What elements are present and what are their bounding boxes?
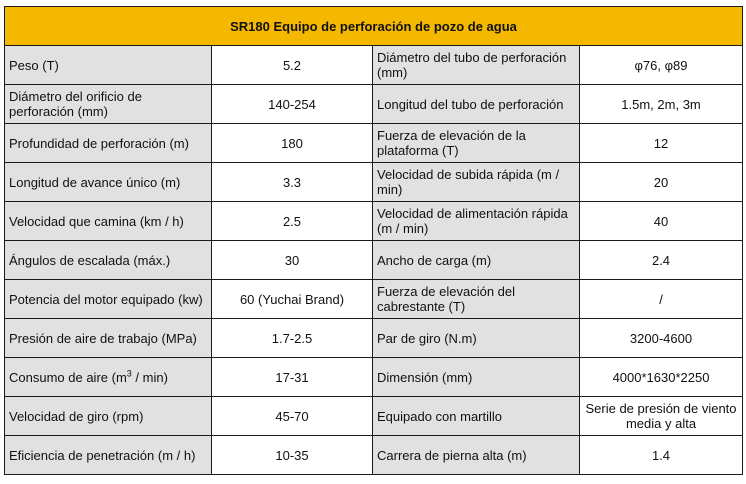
- spec-label: Equipado con martillo: [372, 396, 580, 436]
- spec-label: Longitud del tubo de perforación: [372, 84, 580, 124]
- table-row: Diámetro del orificio de perforación (mm…: [4, 84, 744, 124]
- spec-value: 5.2: [211, 45, 373, 85]
- spec-value: 2.5: [211, 201, 373, 241]
- table-row: Ángulos de escalada (máx.) 30 Ancho de c…: [4, 240, 744, 280]
- spec-value: 3.3: [211, 162, 373, 202]
- spec-value: 10-35: [211, 435, 373, 475]
- table-row: Longitud de avance único (m) 3.3 Velocid…: [4, 162, 744, 202]
- spec-value: 60 (Yuchai Brand): [211, 279, 373, 319]
- spec-label: Velocidad de alimentación rápida (m / mi…: [372, 201, 580, 241]
- spec-label: Carrera de pierna alta (m): [372, 435, 580, 475]
- spec-label: Velocidad que camina (km / h): [4, 201, 212, 241]
- spec-value: 1.5m, 2m, 3m: [578, 84, 744, 124]
- spec-value: 30: [211, 240, 373, 280]
- spec-value: 40: [578, 201, 744, 241]
- spec-label: Fuerza de elevación del cabrestante (T): [372, 279, 580, 319]
- spec-label-text: / min): [131, 369, 168, 385]
- spec-value: 2.4: [578, 240, 744, 280]
- spec-value: 1.4: [578, 435, 744, 475]
- table-row: Velocidad de giro (rpm) 45-70 Equipado c…: [4, 396, 744, 436]
- table-row: Peso (T) 5.2 Diámetro del tubo de perfor…: [4, 45, 744, 85]
- spec-value: φ76, φ89: [578, 45, 744, 85]
- spec-value: 180: [211, 123, 373, 163]
- spec-label: Potencia del motor equipado (kw): [4, 279, 212, 319]
- spec-value: 20: [578, 162, 744, 202]
- spec-label: Peso (T): [4, 45, 212, 85]
- table-row: Eficiencia de penetración (m / h) 10-35 …: [4, 435, 744, 475]
- table-row: Velocidad que camina (km / h) 2.5 Veloci…: [4, 201, 744, 241]
- spec-label: Fuerza de elevación de la plataforma (T): [372, 123, 580, 163]
- superscript: 3: [126, 368, 132, 379]
- spec-value: Serie de presión de viento media y alta: [578, 396, 744, 436]
- spec-value: 1.7-2.5: [211, 318, 373, 358]
- spec-label: Velocidad de giro (rpm): [4, 396, 212, 436]
- spec-value: 140-254: [211, 84, 373, 124]
- spec-label: Eficiencia de penetración (m / h): [4, 435, 212, 475]
- spec-table: SR180 Equipo de perforación de pozo de a…: [3, 6, 744, 475]
- spec-label: Diámetro del tubo de perforación (mm): [372, 45, 580, 85]
- spec-value: 3200-4600: [578, 318, 744, 358]
- spec-value: 17-31: [211, 357, 373, 397]
- spec-value: 4000*1630*2250: [578, 357, 744, 397]
- table-row: Consumo de aire (m3 / min) 17-31 Dimensi…: [4, 357, 744, 397]
- spec-label: Ángulos de escalada (máx.): [4, 240, 212, 280]
- spec-label: Longitud de avance único (m): [4, 162, 212, 202]
- spec-label: Presión de aire de trabajo (MPa): [4, 318, 212, 358]
- spec-label: Velocidad de subida rápida (m / min): [372, 162, 580, 202]
- spec-label-text: Consumo de aire (m: [9, 369, 127, 385]
- spec-label: Profundidad de perforación (m): [4, 123, 212, 163]
- spec-label: Diámetro del orificio de perforación (mm…: [4, 84, 212, 124]
- table-row: Presión de aire de trabajo (MPa) 1.7-2.5…: [4, 318, 744, 358]
- spec-label: Ancho de carga (m): [372, 240, 580, 280]
- table-row: Potencia del motor equipado (kw) 60 (Yuc…: [4, 279, 744, 319]
- spec-label: Par de giro (N.m): [372, 318, 580, 358]
- title-row: SR180 Equipo de perforación de pozo de a…: [3, 6, 744, 46]
- spec-value: 45-70: [211, 396, 373, 436]
- spec-value: 12: [578, 123, 744, 163]
- table-title: SR180 Equipo de perforación de pozo de a…: [3, 6, 744, 46]
- spec-label: Dimensión (mm): [372, 357, 580, 397]
- spec-value: /: [578, 279, 744, 319]
- spec-label: Consumo de aire (m3 / min): [4, 357, 212, 397]
- table-row: Profundidad de perforación (m) 180 Fuerz…: [4, 123, 744, 163]
